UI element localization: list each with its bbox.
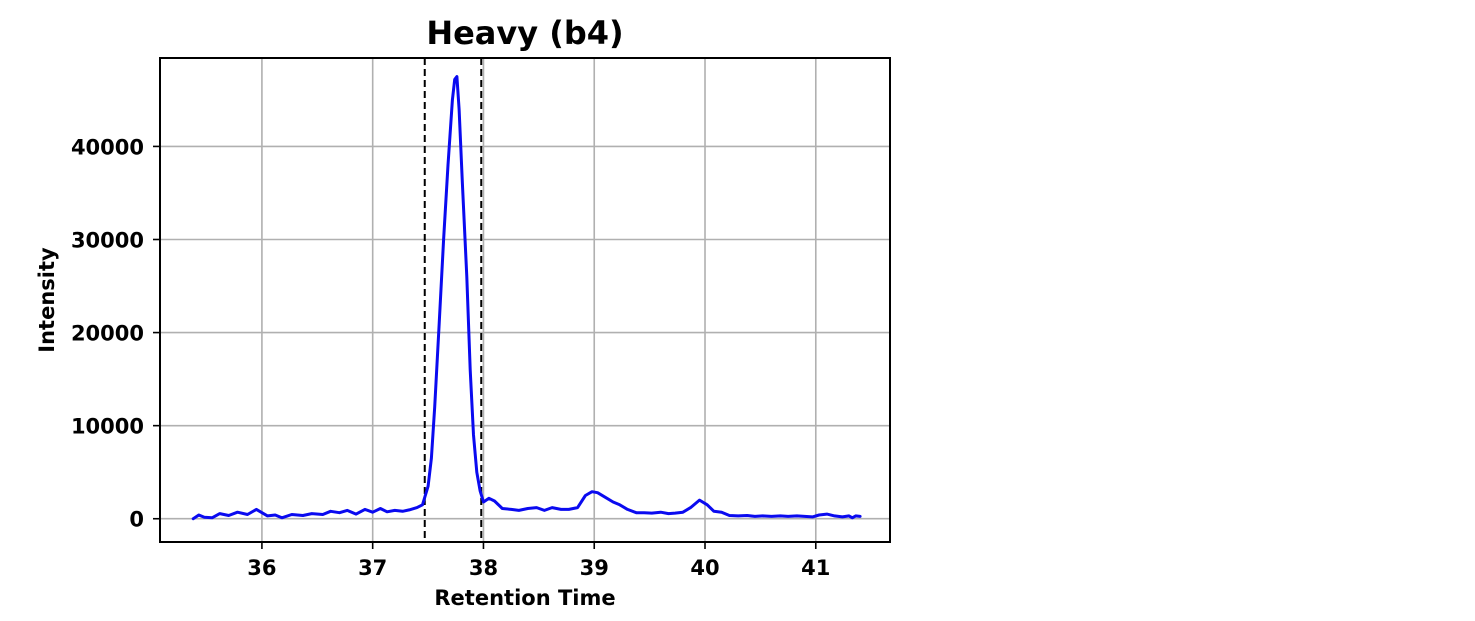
x-tick-label: 40 [690, 556, 719, 580]
x-tick-label: 38 [469, 556, 498, 580]
x-axis-label: Retention Time [434, 586, 615, 610]
y-tick-label: 30000 [71, 229, 144, 253]
x-tick-label: 39 [580, 556, 609, 580]
x-tick-label: 41 [801, 556, 830, 580]
y-axis: 0 10000 20000 30000 40000 [71, 135, 160, 532]
y-tick-label: 40000 [71, 135, 144, 159]
series-layer [191, 75, 862, 521]
grid [160, 58, 890, 542]
x-tick-label: 36 [247, 556, 276, 580]
intensity-line [191, 75, 862, 521]
x-axis: 36 37 38 39 40 41 [247, 542, 830, 580]
plot-frame [159, 57, 891, 543]
y-axis-label: Intensity [35, 247, 59, 353]
x-tick-label: 37 [358, 556, 387, 580]
y-tick-label: 20000 [71, 322, 144, 346]
chart-title: Heavy (b4) [426, 14, 623, 52]
y-tick-label: 10000 [71, 415, 144, 439]
y-tick-label: 0 [129, 508, 144, 532]
boundary-lines [423, 58, 483, 542]
